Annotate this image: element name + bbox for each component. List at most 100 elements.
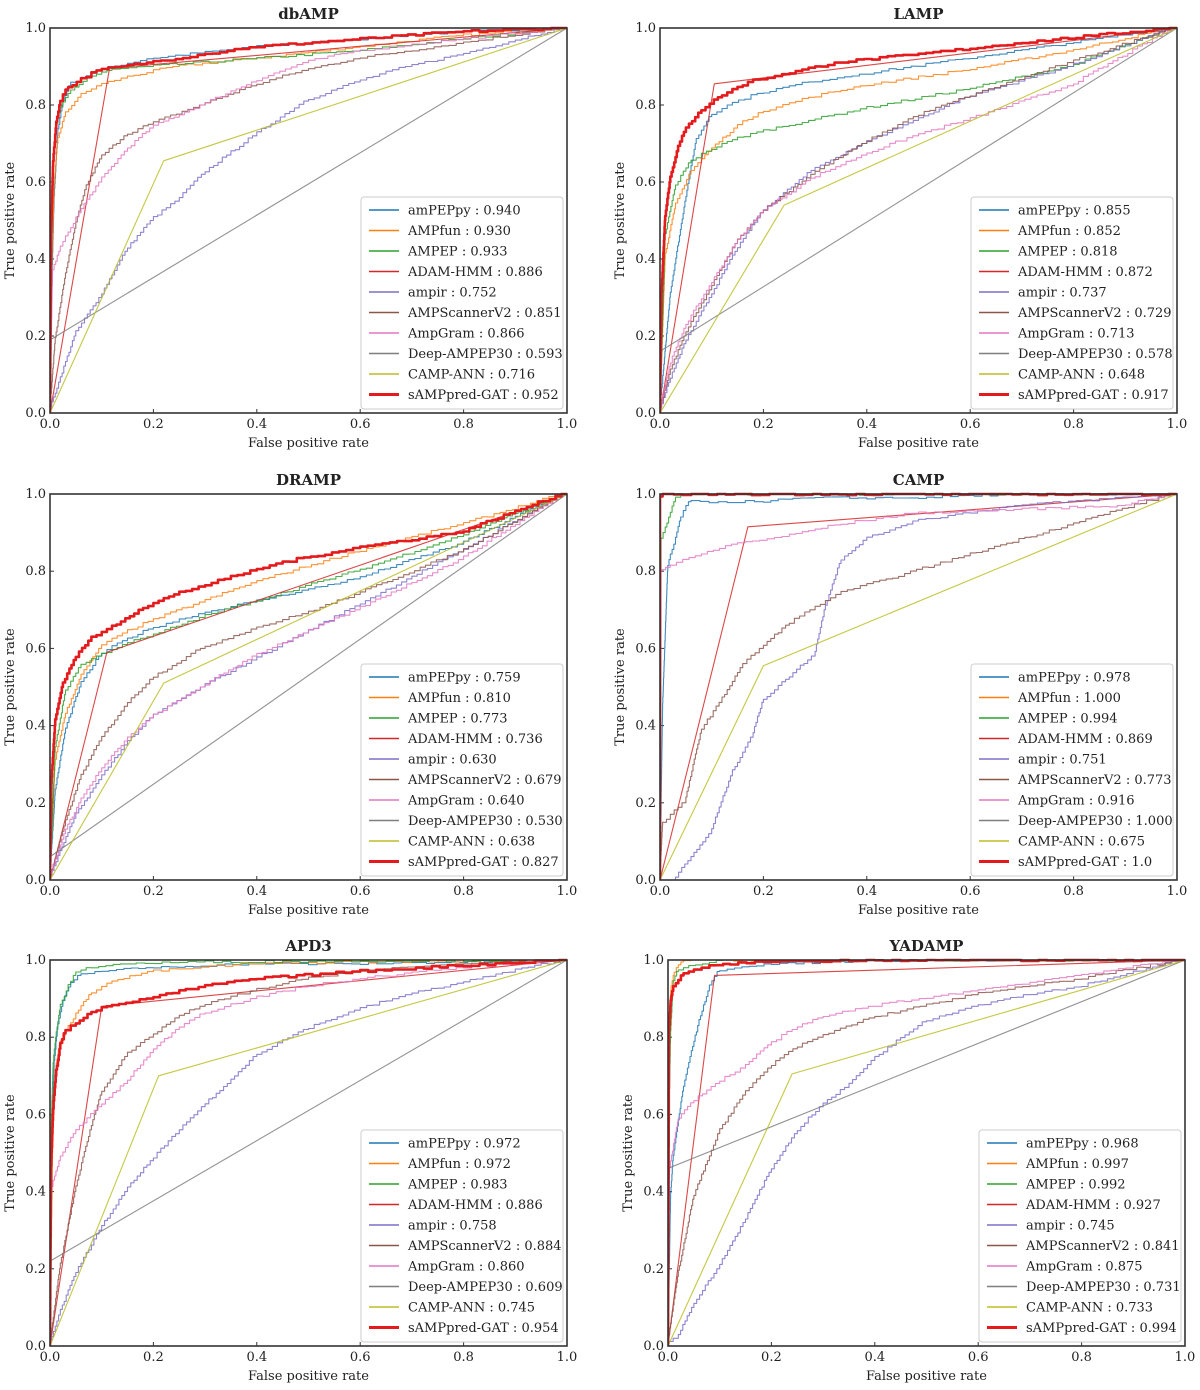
y-tick-label: 0.2 [25,329,46,344]
legend-entry: AMPScannerV2 : 0.841 [1025,1239,1180,1254]
roc-curve-ampgram [660,27,1177,413]
legend-entry: AmpGram : 0.860 [407,1260,525,1275]
legend-entry: Deep-AMPEP30 : 0.731 [1026,1280,1181,1295]
x-tick-label: 0.4 [864,1350,885,1365]
x-tick-label: 1.0 [1167,884,1188,899]
legend-entry: AMPScannerV2 : 0.679 [407,773,562,788]
y-tick-label: 0.4 [643,1185,664,1200]
roc-curve-ampir [660,27,1177,413]
y-tick-label: 0.8 [25,564,46,579]
roc-panel-yadamp: YADAMP 0.0 0.2 0.4 0.6 0.8 1.0 0.0 0.2 0.4 0.6 0.8 1… [621,937,1195,1384]
roc-curve-camp-ann [50,27,567,413]
roc-curve-camp-ann [660,493,1177,880]
legend-entry: CAMP-ANN : 0.716 [408,368,535,383]
legend-entry: AMPScannerV2 : 0.773 [1017,773,1172,788]
legend-entry: sAMPpred-GAT : 0.827 [408,855,559,870]
chart-title: dbAMP [278,5,339,23]
x-tick-label: 0.8 [453,1350,474,1365]
y-tick-label: 0.8 [643,1030,664,1045]
plot-frame [49,959,568,1347]
roc-curve-ampscannerv2 [668,959,1185,1346]
legend: amPEPpy : 0.855 AMPfun : 0.852 AMPEP : 0.8… [970,196,1174,410]
chart-title: YADAMP [889,937,964,955]
x-tick-label: 0.0 [650,884,671,899]
legend-entry: sAMPpred-GAT : 0.954 [408,1321,559,1336]
x-tick-label: 0.4 [246,884,267,899]
y-tick-label: 0.2 [25,796,46,811]
x-tick-label: 1.0 [557,1350,578,1365]
legend-entry: ampir : 0.630 [408,753,497,768]
roc-curve-ampep [50,493,567,880]
plot-frame [667,959,1186,1347]
x-tick-label: 0.4 [246,1350,267,1365]
legend-entry: AMPEP : 0.994 [1017,712,1118,727]
y-tick-label: 0.4 [635,252,656,267]
legend-entry: ADAM-HMM : 0.869 [1017,732,1153,747]
x-axis-label: False positive rate [858,903,979,918]
y-tick-label: 0.0 [25,873,46,888]
plot-frame [49,493,568,881]
roc-curve-adam-hmm [660,493,1177,880]
legend: amPEPpy : 0.759 AMPfun : 0.810 AMPEP : 0.7… [360,663,564,877]
legend: amPEPpy : 0.940 AMPfun : 0.930 AMPEP : 0.9… [360,196,564,410]
roc-panel-camp: CAMP 0.0 0.2 0.4 0.6 0.8 1.0 0.0 0.2 0.4 0.6 0.8 1.0… [613,471,1187,918]
plot-frame [659,493,1178,881]
x-tick-label: 0.0 [40,1350,61,1365]
y-tick-label: 0.4 [635,719,656,734]
x-tick-label: 1.0 [1167,417,1188,432]
x-tick-label: 0.2 [143,417,164,432]
legend-entry: ampir : 0.745 [1026,1219,1115,1234]
legend-entry: ampir : 0.751 [1018,753,1107,768]
plot-frame [49,27,568,414]
roc-panel-lamp: LAMP 0.0 0.2 0.4 0.6 0.8 1.0 0.0 0.2 0.4 0.6 0.8 1.0… [613,5,1187,451]
legend-entry: ampir : 0.737 [1018,286,1107,301]
x-tick-label: 1.0 [557,884,578,899]
roc-curve-ampir [660,493,1177,880]
y-tick-label: 0.8 [635,98,656,113]
roc-curve-camp-ann [660,27,1177,413]
chart-title: APD3 [284,937,331,955]
y-tick-label: 0.2 [643,1262,664,1277]
legend-entry: CAMP-ANN : 0.733 [1026,1301,1153,1316]
legend-entry: AmpGram : 0.916 [1017,794,1135,809]
legend-entry: CAMP-ANN : 0.745 [408,1301,535,1316]
legend: amPEPpy : 0.978 AMPfun : 1.000 AMPEP : 0.9… [970,663,1174,877]
legend-entry: AMPfun : 0.997 [1025,1157,1129,1172]
y-tick-label: 1.0 [25,21,46,36]
y-tick-label: 0.2 [25,1262,46,1277]
roc-curve-ampscannerv2 [660,493,1177,880]
roc-curve-deep-ampep30 [50,27,567,341]
y-tick-label: 0.0 [635,873,656,888]
roc-curve-ampir [668,959,1185,1346]
legend-entry: amPEPpy : 0.759 [408,671,521,686]
legend-entry: sAMPpred-GAT : 0.917 [1018,388,1169,403]
roc-curve-deep-ampep30 [660,27,1177,352]
x-tick-label: 0.2 [753,417,774,432]
y-tick-label: 1.0 [25,487,46,502]
y-tick-label: 0.4 [25,719,46,734]
legend-entry: AMPfun : 0.930 [407,224,511,239]
y-axis-label: True positive rate [3,1094,18,1212]
legend-entry: Deep-AMPEP30 : 0.530 [408,814,563,829]
x-tick-label: 0.4 [856,884,877,899]
x-tick-label: 0.8 [1063,417,1084,432]
roc-curve-ampfun [660,27,1177,413]
legend-entry: amPEPpy : 0.972 [408,1137,521,1152]
x-axis-label: False positive rate [248,1369,369,1384]
legend-entry: Deep-AMPEP30 : 0.593 [408,347,563,362]
roc-curve-deep-ampep30 [50,959,567,1262]
legend-entry: AMPfun : 1.000 [1017,691,1121,706]
chart-title: LAMP [893,5,943,23]
roc-curve-deep-ampep30 [668,959,1185,1169]
roc-curve-ampscannerv2 [50,493,567,880]
legend-box [970,663,1174,877]
legend-entry: ADAM-HMM : 0.736 [407,732,543,747]
legend-entry: AmpGram : 0.713 [1017,327,1135,342]
legend-entry: sAMPpred-GAT : 0.994 [1026,1321,1177,1336]
plot-frame [659,27,1178,414]
legend: amPEPpy : 0.972 AMPfun : 0.972 AMPEP : 0.9… [360,1129,564,1343]
legend-entry: amPEPpy : 0.855 [1018,204,1131,219]
legend-entry: AMPEP : 0.992 [1025,1178,1126,1193]
roc-curve-ampfun [50,493,567,880]
y-tick-label: 0.6 [25,641,46,656]
